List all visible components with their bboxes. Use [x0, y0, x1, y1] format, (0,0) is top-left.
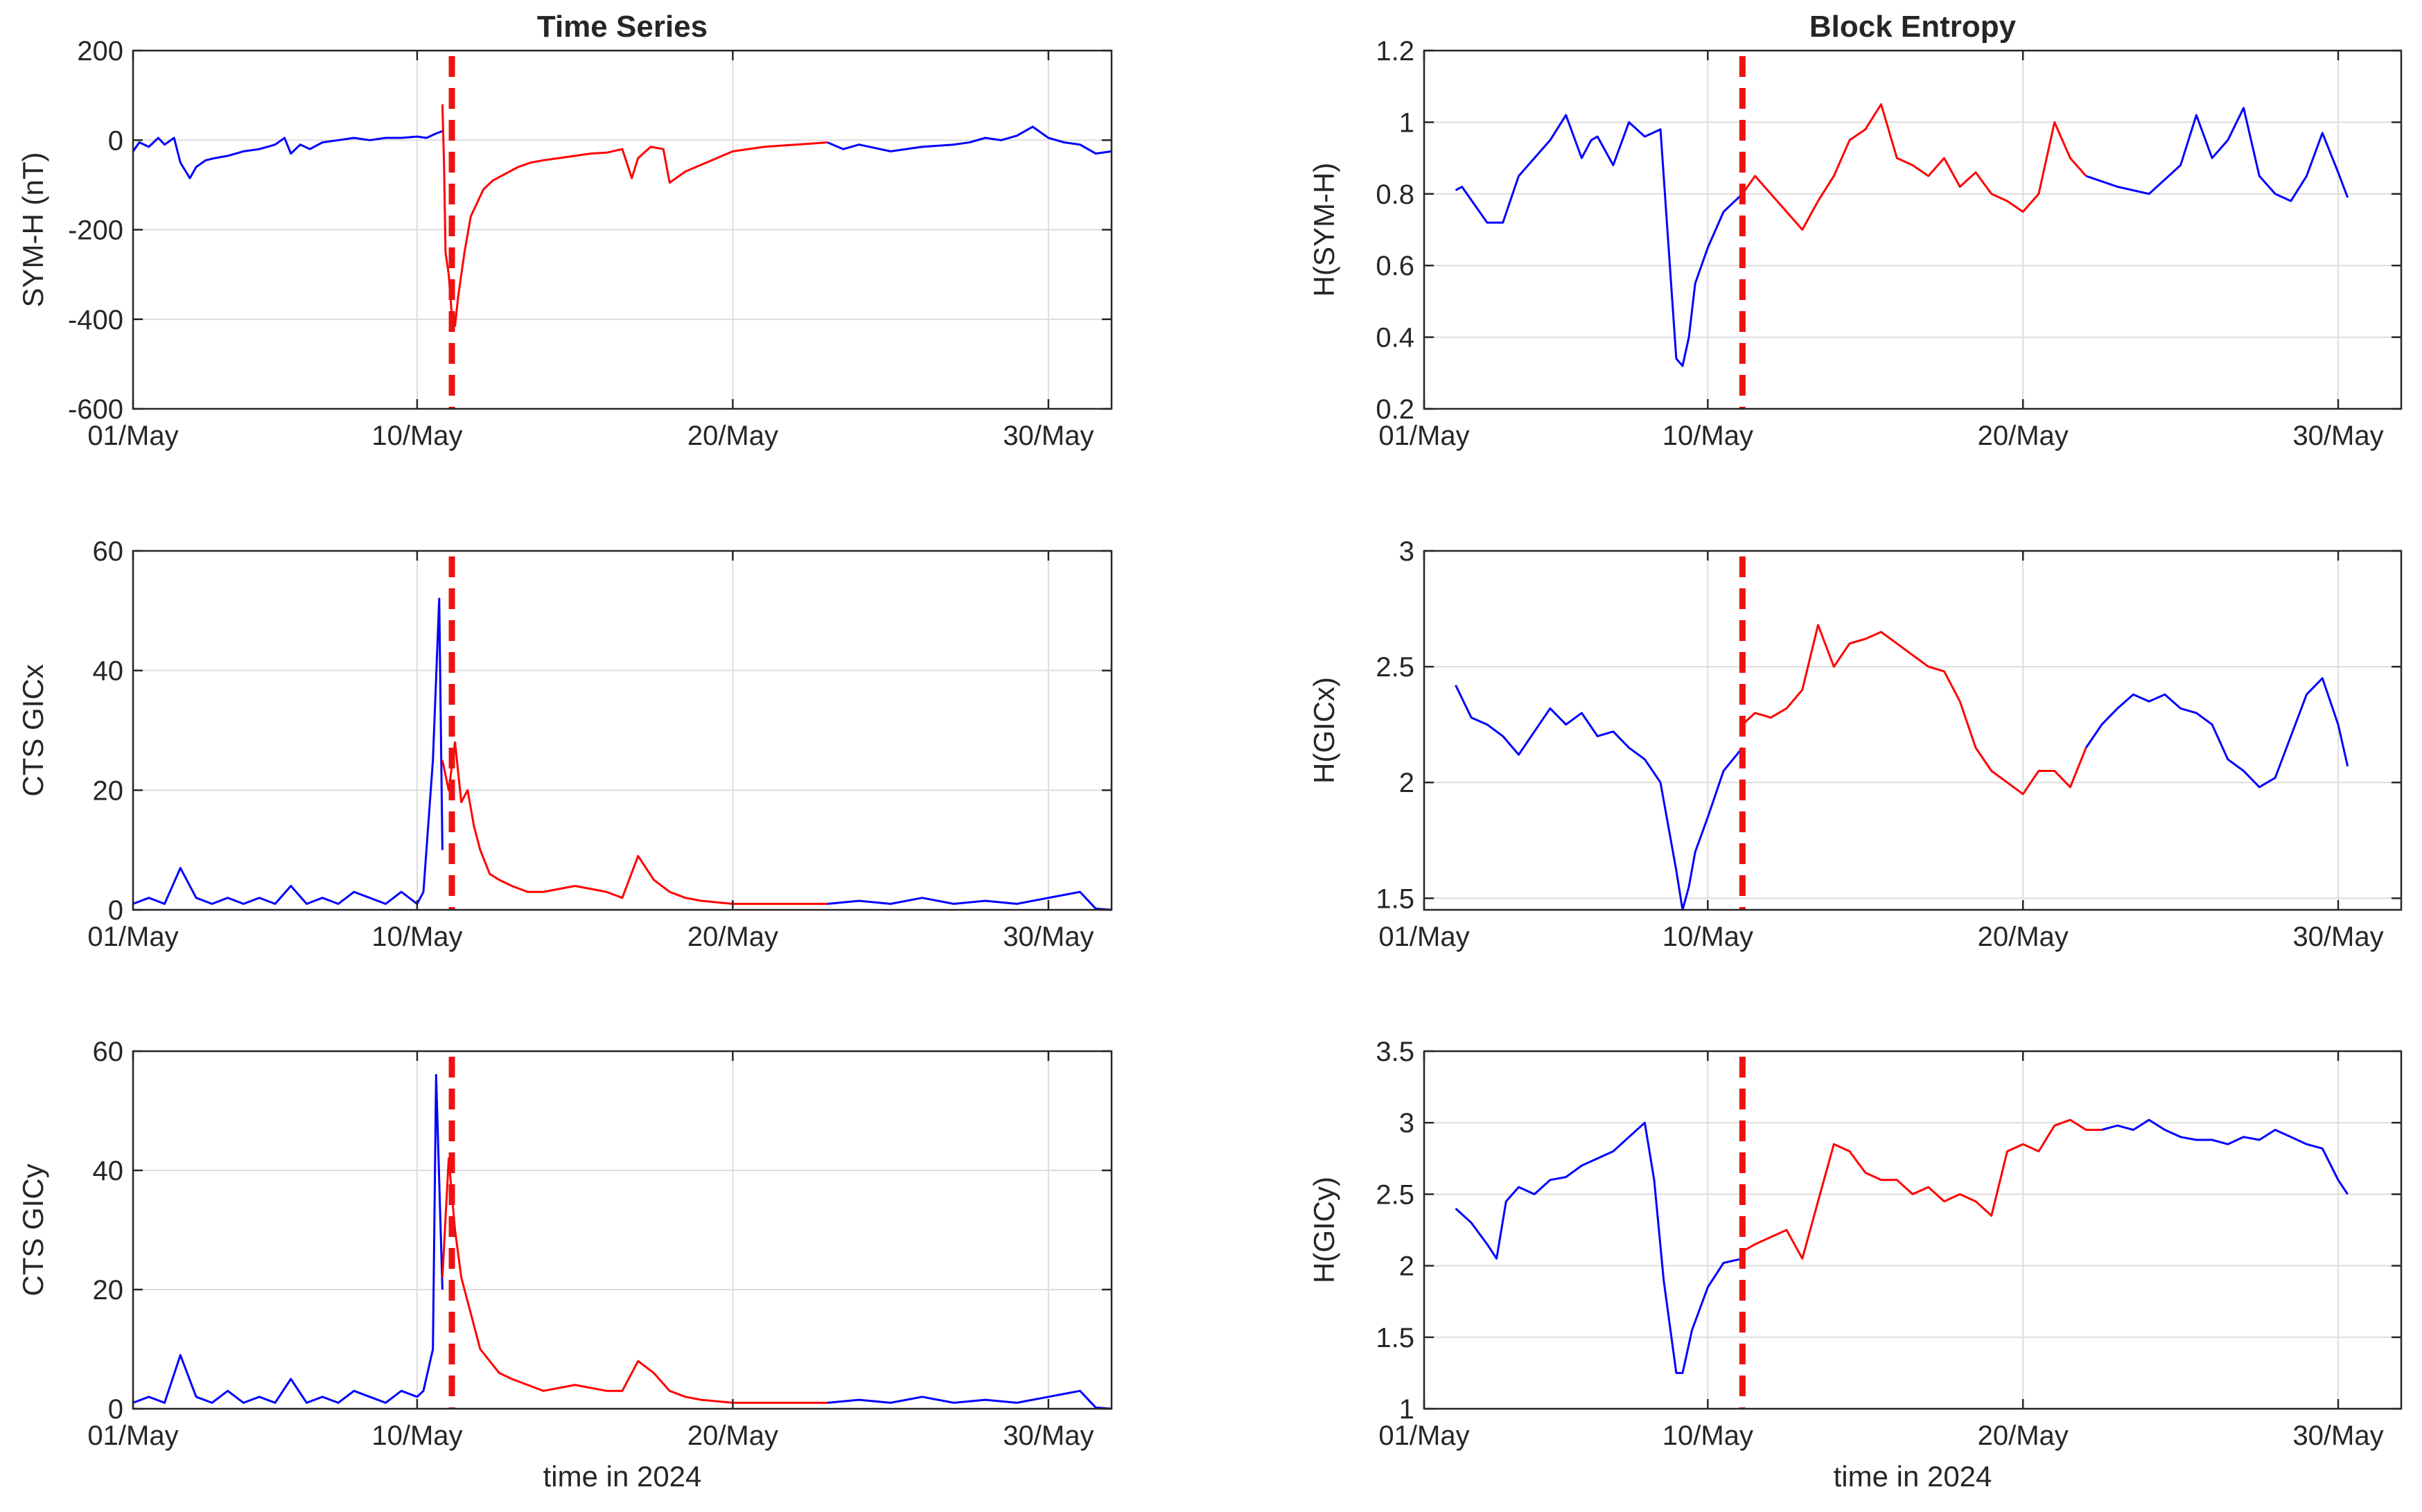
y-tick-label: 0 [108, 895, 123, 926]
x-axis-label: time in 2024 [1834, 1460, 1992, 1493]
x-tick-label: 20/May [1978, 1421, 2069, 1451]
y-tick-label: 2 [1399, 768, 1414, 798]
x-tick-label: 20/May [1978, 922, 2069, 952]
x-tick-label: 20/May [687, 922, 778, 952]
plot-area [133, 551, 1112, 910]
panel-title: Block Entropy [1809, 10, 2017, 44]
y-tick-label: 0.6 [1376, 251, 1414, 281]
x-tick-label: 30/May [1003, 421, 1094, 451]
y-axis-label: H(SYM-H) [1308, 163, 1340, 297]
y-axis-label: H(GICy) [1308, 1177, 1340, 1283]
x-tick-label: 10/May [371, 1421, 462, 1451]
series-line-1 [1455, 685, 1744, 911]
axes-frame [1423, 550, 2403, 911]
y-tick-label: 1.5 [1376, 884, 1414, 914]
x-tick-label: 20/May [687, 1421, 778, 1451]
y-tick-label: 0.2 [1376, 394, 1414, 425]
axes-frame [132, 1050, 1113, 1410]
y-tick-label: 20 [93, 775, 124, 806]
x-tick-label: 30/May [2292, 1421, 2383, 1451]
y-tick-label: 1 [1399, 1394, 1414, 1425]
plot-area [1424, 551, 2401, 910]
series-line-1 [1455, 114, 1744, 367]
y-axis-label: CTS GICy [17, 1163, 49, 1296]
y-tick-label: 40 [93, 1156, 124, 1186]
series-line-3 [2085, 107, 2349, 202]
series-line-3 [2101, 1118, 2349, 1195]
x-tick-label: 20/May [687, 421, 778, 451]
y-tick-label: 40 [93, 656, 124, 687]
series-line-1 [132, 597, 444, 905]
y-axis-label: CTS GICx [17, 664, 49, 796]
x-tick-label: 30/May [2292, 922, 2383, 952]
y-tick-label: 1.5 [1376, 1323, 1414, 1353]
plot-area [1424, 1051, 2401, 1409]
y-tick-label: 0.8 [1376, 179, 1414, 210]
y-tick-label: 2.5 [1376, 652, 1414, 683]
y-axis-label: H(GICx) [1308, 677, 1340, 784]
series-line-2 [441, 1157, 828, 1404]
axes-frame [132, 550, 1113, 911]
series-line-1 [132, 1073, 444, 1404]
series-line-3 [827, 1389, 1112, 1410]
panel-b2: 01/May 10/May 20/May 30/May 3 2.5 2 1.5 H(GICx) [1308, 536, 2403, 952]
y-tick-label: 1.2 [1376, 36, 1414, 67]
axes-frame [1423, 49, 2403, 410]
x-tick-label: 01/May [1378, 421, 1469, 451]
y-tick-label: 2 [1399, 1251, 1414, 1282]
y-tick-label: -200 [68, 216, 123, 246]
series-line-2 [1741, 1118, 2102, 1260]
y-tick-label: -600 [68, 394, 123, 425]
plot-area [133, 1051, 1112, 1409]
y-tick-label: -400 [68, 305, 123, 335]
panel-b1: 01/May 10/May 20/May 30/May 1.2 1 0.8 0.6 0.4 0.2… [1308, 10, 2403, 451]
x-tick-label: 30/May [1003, 922, 1094, 952]
series-line-1 [1455, 1121, 1743, 1374]
x-tick-label: 10/May [371, 421, 462, 451]
y-tick-label: 3 [1399, 536, 1414, 567]
y-tick-label: 60 [93, 1037, 124, 1067]
y-tick-label: 3.5 [1376, 1037, 1414, 1067]
y-tick-label: 20 [93, 1275, 124, 1306]
y-tick-label: 0.4 [1376, 323, 1414, 353]
x-tick-label: 10/May [1662, 421, 1753, 451]
y-tick-label: 0 [108, 1394, 123, 1425]
x-axis-label: time in 2024 [543, 1460, 702, 1493]
series-line-3 [2085, 677, 2349, 789]
x-tick-label: 20/May [1978, 421, 2069, 451]
panel-title: Time Series [537, 10, 708, 44]
plot-area [1424, 51, 2401, 409]
y-tick-label: 2.5 [1376, 1179, 1414, 1210]
x-tick-label: 10/May [1662, 1421, 1753, 1451]
panel-a2: 01/May 10/May 20/May 30/May 60 40 20 0 CTS GICx [17, 536, 1113, 952]
y-axis-label: SYM-H (nT) [17, 152, 49, 308]
series-line-1 [132, 130, 443, 179]
x-tick-label: 01/May [87, 421, 178, 451]
x-tick-label: 01/May [1378, 1421, 1469, 1451]
x-tick-label: 30/May [2292, 421, 2383, 451]
series-line-2 [1741, 103, 2087, 231]
axes-frame [1423, 1050, 2403, 1410]
y-tick-label: 200 [77, 36, 123, 67]
y-tick-label: 3 [1399, 1108, 1414, 1139]
y-tick-label: 0 [108, 125, 123, 156]
series-line-3 [827, 125, 1112, 155]
series-line-2 [1741, 624, 2087, 795]
series-line-2 [441, 104, 828, 327]
x-tick-label: 01/May [87, 1421, 178, 1451]
x-tick-label: 01/May [1378, 922, 1469, 952]
x-tick-label: 10/May [371, 922, 462, 952]
panel-b3: 01/May 10/May 20/May 30/May 3.5 3 2.5 2 1.5 1 H(GI… [1308, 1037, 2403, 1493]
x-tick-label: 10/May [1662, 922, 1753, 952]
panel-a1: 01/May 10/May 20/May 30/May 200 0 -200 -400 -600… [17, 10, 1113, 451]
panel-a3: 01/May 10/May 20/May 30/May 60 40 20 0 CTS GICy t… [17, 1037, 1113, 1493]
y-tick-label: 1 [1399, 107, 1414, 138]
series-line-3 [827, 890, 1112, 911]
y-tick-label: 60 [93, 536, 124, 567]
x-tick-label: 01/May [87, 922, 178, 952]
series-line-2 [441, 741, 828, 905]
x-tick-label: 30/May [1003, 1421, 1094, 1451]
